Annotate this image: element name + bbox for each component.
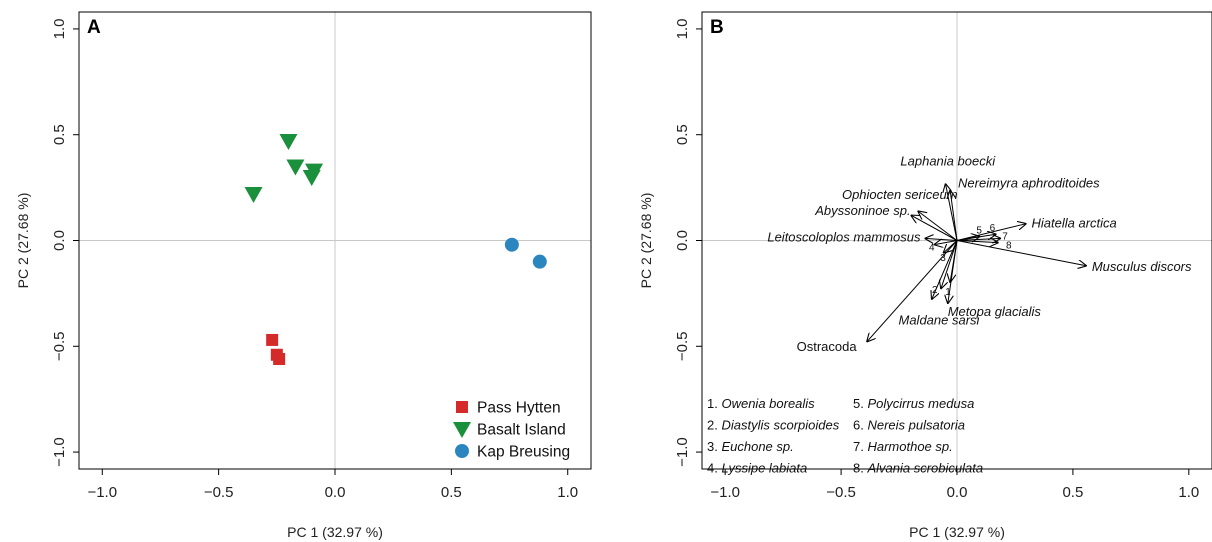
legend-marker: [456, 401, 468, 413]
x-tick-label: 0.5: [441, 484, 462, 501]
key-species-name: Harmothoe sp.: [867, 439, 952, 454]
key-species-name: Lyssipe labiata: [721, 461, 807, 476]
data-point-kap-breusing: [532, 254, 547, 269]
vector-label-ostracoda: Ostracoda: [797, 339, 858, 354]
vector-label-ophiocten-sericeum: Ophiocten sericeum: [842, 187, 958, 202]
y-tick-label: 1.0: [674, 18, 691, 39]
key-number: 1.: [707, 396, 721, 411]
vector-label-nereimyra-aphroditoides: Nereimyra aphroditoides: [958, 176, 1100, 191]
panel-a: −1.0 −0.5 0.0 0.5 1.0 −1.0 −0.5 0.0 0.5 1.0 PC 1 (…: [15, 11, 592, 540]
data-point-pass-hytten: [273, 352, 286, 365]
vector-arrow-4: [934, 241, 958, 245]
vector-label-2: 2: [932, 285, 938, 296]
vector-label-laphania-boecki: Laphania boecki: [900, 153, 996, 168]
vector-arrow-2: [941, 240, 958, 290]
vector-label-musculus-discors: Musculus discors: [1092, 259, 1192, 274]
vector-label-5: 5: [976, 225, 982, 236]
y-tick-label: −1.0: [674, 437, 691, 467]
vector-arrow-6: [956, 234, 996, 241]
key-entry: 2. Diastylis scorpioides: [707, 418, 840, 433]
y-tick-label: −1.0: [51, 437, 68, 467]
data-point-kap-breusing: [504, 237, 519, 252]
key-entry: 3. Euchone sp.: [707, 439, 794, 454]
y-tick-label: −0.5: [674, 331, 691, 361]
key-species-name: Alvania scrobiculata: [866, 461, 983, 476]
key-number: 4.: [707, 461, 721, 476]
vector-label-hiatella-arctica: Hiatella arctica: [1032, 216, 1117, 231]
key-number: 7.: [853, 439, 867, 454]
x-tick-label: 0.0: [325, 484, 346, 501]
x-axis-label: PC 1 (32.97 %): [287, 524, 383, 540]
vector-label-leitoscoloplos-mammosus: Leitoscoloplos mammosus: [767, 229, 921, 244]
data-point-basalt-island: [279, 134, 298, 151]
key-entry: 8. Alvania scrobiculata: [853, 461, 983, 476]
y-tick-label: 0.5: [51, 124, 68, 145]
x-tick-label: 1.0: [557, 484, 578, 501]
vector-label-abyssoninoe-sp-: Abyssoninoe sp.: [814, 203, 910, 218]
x-tick-label: 1.0: [1178, 484, 1199, 501]
vector-label-maldane-sarsi: Maldane sarsi: [899, 313, 981, 328]
vector-label-6: 6: [990, 223, 996, 234]
vector-label-3: 3: [940, 253, 946, 264]
vector-label-8: 8: [1006, 241, 1012, 252]
vector-arrow-ostracoda: [867, 240, 958, 343]
vector-arrow-1: [950, 240, 958, 283]
vector-arrow-abyssoninoe-sp-: [911, 215, 958, 241]
key-entry: 5. Polycirrus medusa: [853, 396, 974, 411]
y-tick-label: −0.5: [51, 331, 68, 361]
vector-label-metopa-glacialis: Metopa glacialis: [948, 304, 1042, 319]
y-axis-label: PC 2 (27.68 %): [638, 193, 654, 289]
legend-marker: [455, 444, 469, 458]
key-entry: 7. Harmothoe sp.: [853, 439, 953, 454]
key-entry: 4. Lyssipe labiata: [707, 461, 807, 476]
key-species-name: Owenia borealis: [721, 396, 815, 411]
y-tick-label: 1.0: [51, 18, 68, 39]
panel-letter: B: [710, 17, 724, 38]
vector-label-7: 7: [1002, 231, 1008, 242]
key-number: 3.: [707, 439, 721, 454]
key-number: 2.: [707, 418, 721, 433]
vector-arrow-nereimyra-aphroditoides: [950, 190, 958, 241]
y-tick-label: 0.5: [674, 124, 691, 145]
data-point-basalt-island: [286, 159, 305, 176]
y-tick-label: 0.0: [674, 230, 691, 251]
x-axis-label: PC 1 (32.97 %): [909, 524, 1005, 540]
x-tick-label: −0.5: [204, 484, 234, 501]
x-tick-label: 0.5: [1062, 484, 1083, 501]
key-entry: 1. Owenia borealis: [707, 396, 815, 411]
legend-marker: [453, 422, 471, 438]
legend-label: Kap Breusing: [477, 444, 570, 461]
key-entry: 6. Nereis pulsatoria: [853, 418, 965, 433]
vector-arrow-8: [956, 241, 999, 243]
key-number: 5.: [853, 396, 867, 411]
key-species-name: Polycirrus medusa: [867, 396, 974, 411]
x-tick-label: −1.0: [710, 484, 740, 501]
x-tick-label: 0.0: [947, 484, 968, 501]
vector-arrow-musculus-discors: [956, 240, 1087, 266]
y-tick-label: 0.0: [51, 230, 68, 251]
x-tick-label: −1.0: [87, 484, 117, 501]
vector-arrow-3: [943, 240, 958, 254]
vector-label-4: 4: [929, 243, 935, 254]
panel-b: −1.0 −0.5 0.0 0.5 1.0 −1.0 −0.5 0.0 0.5 1.0 PC 1 (…: [638, 11, 1212, 540]
key-number: 8.: [853, 461, 867, 476]
data-point-basalt-island: [302, 170, 321, 187]
key-number: 6.: [853, 418, 867, 433]
key-species-name: Diastylis scorpioides: [721, 418, 839, 433]
data-point-pass-hytten: [266, 333, 279, 346]
y-axis-label: PC 2 (27.68 %): [15, 193, 31, 289]
vector-arrow-ophiocten-sericeum: [918, 211, 958, 241]
data-point-basalt-island: [244, 186, 263, 203]
key-species-name: Nereis pulsatoria: [867, 418, 965, 433]
legend-label: Pass Hytten: [477, 400, 561, 417]
vector-label-1: 1: [945, 287, 951, 298]
panel-letter: A: [87, 17, 101, 38]
key-species-name: Euchone sp.: [721, 439, 793, 454]
x-tick-label: −0.5: [826, 484, 856, 501]
legend-label: Basalt Island: [477, 422, 566, 439]
